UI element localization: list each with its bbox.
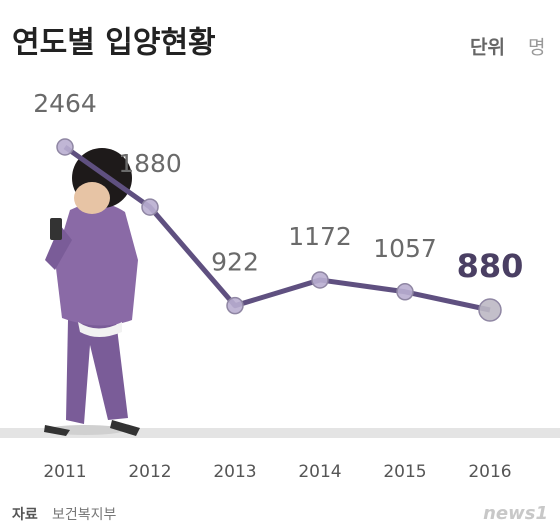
point [56,138,74,156]
x-tick-label: 2016 [468,462,511,482]
value-label: 880 [457,247,524,285]
x-tick-label: 2011 [43,462,86,482]
point [478,298,502,322]
source: 보건복지부 [52,507,117,523]
source-label: 자료 [12,507,38,523]
x-tick-label: 2014 [298,462,341,482]
x-tick-label: 2012 [128,462,171,482]
point [226,296,244,315]
logo: news1 [483,503,548,524]
point [311,271,329,289]
point [396,283,414,301]
chart-title: 연도별 입양현황 [12,26,216,61]
value-label: 1880 [118,149,182,178]
value-label: 1172 [288,222,352,251]
floor [0,428,560,438]
x-tick-label: 2015 [383,462,426,482]
unit: 명 [528,37,545,59]
unit-label: 단위 [470,37,505,59]
point [141,198,159,216]
value-label: 2464 [33,89,97,118]
x-tick-label: 2013 [213,462,256,482]
value-label: 1057 [373,234,437,263]
series-line [63,144,491,313]
value-label: 922 [211,248,259,277]
